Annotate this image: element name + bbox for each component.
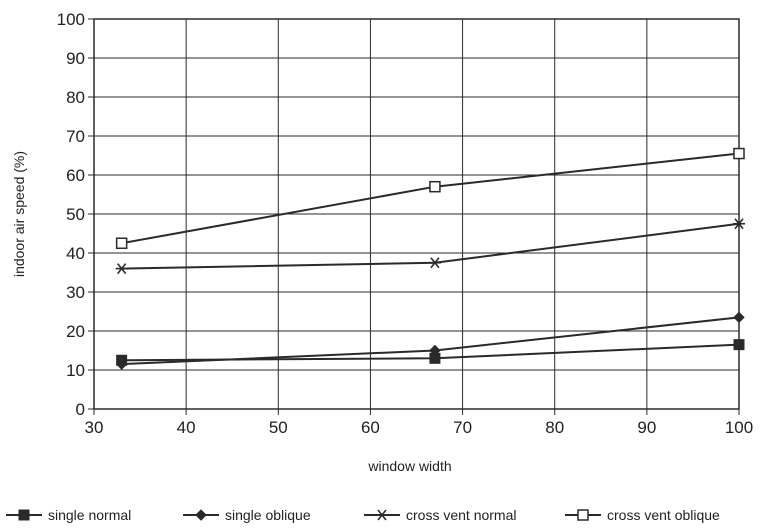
data-point: [429, 344, 441, 357]
legend-marker: [195, 509, 207, 521]
data-point: [733, 339, 745, 351]
series-single-oblique: [115, 311, 745, 370]
y-tick-label: 60: [66, 166, 85, 185]
data-point: [115, 358, 128, 370]
marker-stroke: [377, 509, 387, 521]
legend-label: single normal: [48, 507, 131, 523]
y-tick-label: 50: [66, 205, 85, 224]
data-point: [733, 311, 745, 324]
y-tick-label: 40: [66, 244, 85, 263]
x-tick-label: 80: [545, 418, 564, 437]
y-axis-title: indoor air speed (%): [11, 151, 27, 277]
y-tick-label: 80: [66, 88, 85, 107]
legend-item: single oblique: [183, 507, 311, 523]
legend-marker: [376, 509, 388, 521]
legend-marker: [18, 509, 30, 521]
y-tick-label: 10: [66, 361, 85, 380]
y-tick-label: 30: [66, 283, 85, 302]
x-tick-label: 100: [725, 418, 753, 437]
legend-label: cross vent normal: [406, 507, 516, 523]
data-point: [733, 218, 745, 230]
legend: single normal single oblique cross vent no…: [6, 507, 720, 523]
marker-stroke: [734, 218, 744, 230]
series-cross-vent-normal: [115, 218, 745, 275]
y-tick-label: 100: [57, 10, 85, 29]
data-point: [428, 257, 441, 269]
x-tick-label: 30: [85, 418, 104, 437]
y-tick-label: 20: [66, 322, 85, 341]
series-cross-vent-oblique: [115, 147, 745, 249]
marker-stroke: [117, 263, 127, 275]
data-point: [115, 263, 128, 275]
y-tick-label: 70: [66, 127, 85, 146]
x-tick-label: 60: [361, 418, 380, 437]
legend-marker: [577, 509, 589, 521]
x-tick-label: 40: [177, 418, 196, 437]
grid-lines: [93, 18, 740, 410]
legend-item: cross vent normal: [364, 507, 516, 523]
x-axis-title: window width: [367, 458, 451, 474]
legend-item: cross vent oblique: [565, 507, 720, 523]
legend-item: single normal: [6, 507, 131, 523]
axis-ticks: 30 40 50 60 70 80 90 100 0 10 20 30 40 50 60 70 80 90 100: [57, 10, 754, 437]
x-tick-label: 90: [637, 418, 656, 437]
legend-label: single oblique: [225, 507, 311, 523]
data-point: [733, 147, 745, 160]
y-tick-label: 90: [66, 49, 85, 68]
x-tick-label: 50: [269, 418, 288, 437]
x-tick-label: 70: [453, 418, 472, 437]
series-lines: [115, 147, 745, 370]
data-point: [115, 237, 128, 249]
series-single-normal: [116, 339, 745, 366]
y-tick-label: 0: [76, 400, 85, 419]
legend-label: cross vent oblique: [607, 507, 720, 523]
marker-stroke: [430, 257, 440, 269]
data-point: [429, 180, 441, 193]
